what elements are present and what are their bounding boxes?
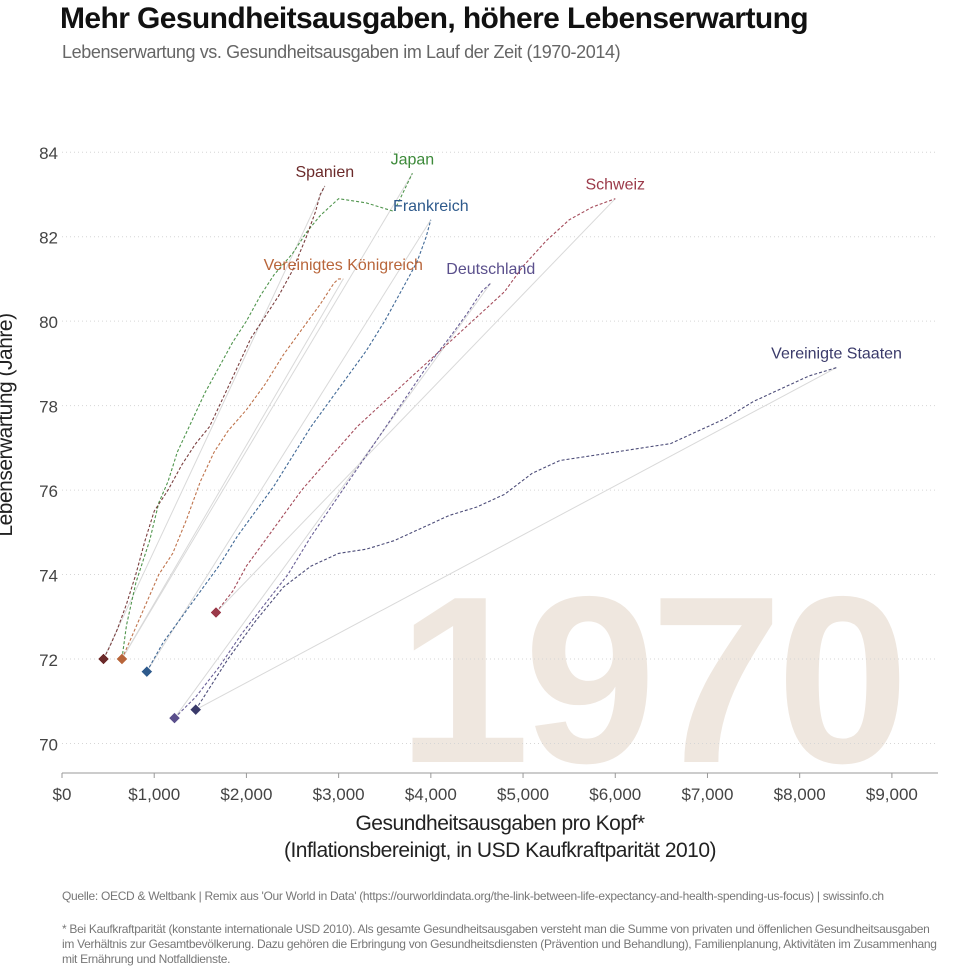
x-tick-label: $3,000: [313, 785, 365, 804]
series-guide-line: [195, 367, 837, 711]
series-guide-line: [174, 282, 492, 719]
start-marker: [97, 653, 110, 665]
chart-svg: 1970 70 72 74 76 78 80 82 84 $0 $1,000 $2,000 $3,000…: [39, 144, 938, 813]
y-tick-label: 78: [39, 398, 58, 417]
chart-subtitle: Lebenserwartung vs. Gesundheitsausgaben …: [62, 42, 621, 62]
x-tick-label: $7,000: [681, 785, 733, 804]
year-watermark: 1970: [398, 548, 903, 813]
start-marker: [140, 665, 153, 678]
footnote: * Bei Kaufkraftparität (konstante intern…: [62, 922, 937, 966]
x-tick-label: $2,000: [220, 785, 272, 804]
series-label: Schweiz: [585, 177, 645, 194]
series-label: Deutschland: [446, 261, 535, 278]
x-tick-label: $0: [53, 785, 72, 804]
start-marker: [210, 606, 222, 619]
y-axis-label-text: Lebenserwartung (Jahre): [0, 313, 17, 537]
y-tick-label: 74: [39, 567, 58, 586]
x-axis-label: Gesundheitsausgaben pro Kopf* (Inflation…: [62, 810, 938, 864]
series-label: Frankreich: [393, 198, 469, 215]
x-tick-label: $6,000: [589, 785, 641, 804]
series-guide-line: [121, 278, 344, 660]
series-guide-line: [121, 173, 413, 660]
series-line-vereinigtes-königreich: [121, 278, 344, 660]
y-tick-label: 72: [39, 651, 58, 670]
y-tick-label: 70: [39, 735, 58, 754]
series-label: Spanien: [295, 164, 354, 181]
y-tick-label: 82: [39, 229, 58, 248]
series-line-spanien: [103, 185, 326, 660]
x-axis-label-line1: Gesundheitsausgaben pro Kopf*: [355, 812, 645, 835]
start-marker: [116, 653, 128, 665]
series-label: Vereinigtes Königreich: [264, 257, 423, 274]
x-tick-label: $8,000: [774, 785, 826, 804]
x-axis-label-line2: (Inflationsbereinigt, in USD Kaufkraftpa…: [283, 839, 717, 862]
series-guide-line: [103, 185, 326, 660]
start-marker: [189, 703, 202, 716]
y-tick-label: 76: [39, 482, 58, 501]
series-guide-line: [215, 198, 616, 613]
series-line-frankreich: [146, 219, 432, 672]
series-line-schweiz: [215, 198, 616, 613]
x-tick-label: $9,000: [866, 785, 918, 804]
series-label: Japan: [391, 151, 435, 168]
series-line-vereinigte-staaten: [195, 367, 837, 710]
x-tick-label: $1,000: [128, 785, 180, 804]
series-label: Vereinigte Staaten: [771, 346, 902, 363]
x-tick-label: $5,000: [497, 785, 549, 804]
x-tick-label: $4,000: [405, 785, 457, 804]
y-tick-label: 84: [39, 144, 58, 163]
y-tick-label: 80: [39, 313, 58, 332]
series-line-japan: [121, 173, 413, 660]
start-marker: [168, 712, 181, 724]
source-note: Quelle: OECD & Weltbank | Remix aus 'Our…: [62, 889, 884, 903]
chart-title: Mehr Gesundheitsausgaben, höhere Lebense…: [60, 2, 809, 35]
series-guide-line: [146, 219, 432, 672]
series-line-deutschland: [174, 282, 492, 719]
